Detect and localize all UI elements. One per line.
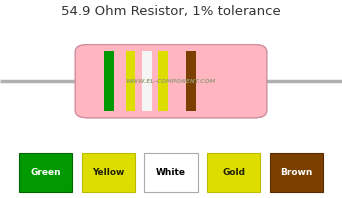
- Text: Gold: Gold: [222, 168, 245, 177]
- Bar: [142, 51, 152, 111]
- Text: Yellow: Yellow: [92, 168, 124, 177]
- Bar: [269, 153, 323, 192]
- Text: White: White: [156, 168, 186, 177]
- Bar: [82, 153, 135, 192]
- FancyBboxPatch shape: [75, 45, 267, 118]
- Bar: [186, 51, 196, 111]
- Text: WWW.EL-COMPONENT.COM: WWW.EL-COMPONENT.COM: [126, 79, 216, 84]
- Text: Brown: Brown: [280, 168, 312, 177]
- Bar: [207, 153, 260, 192]
- Text: Green: Green: [30, 168, 61, 177]
- Bar: [144, 153, 198, 192]
- Bar: [19, 153, 73, 192]
- Text: 54.9 Ohm Resistor, 1% tolerance: 54.9 Ohm Resistor, 1% tolerance: [61, 5, 281, 18]
- Bar: [104, 51, 114, 111]
- Bar: [126, 51, 135, 111]
- Bar: [158, 51, 168, 111]
